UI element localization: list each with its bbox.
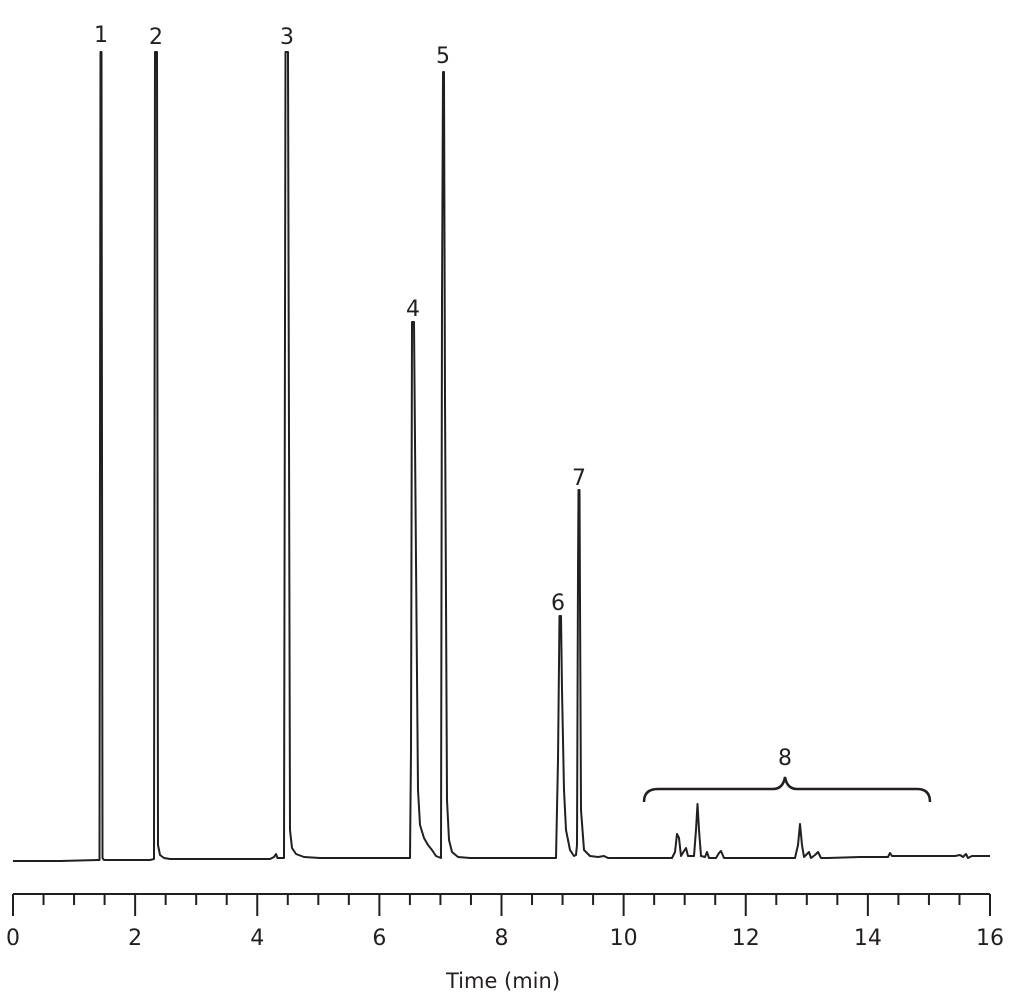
peak-label-3: 3 xyxy=(280,25,294,50)
x-axis-title: Time (min) xyxy=(445,969,560,993)
peak-label-7: 7 xyxy=(572,466,586,491)
x-tick-label: 14 xyxy=(854,926,882,951)
x-tick-label: 10 xyxy=(610,926,638,951)
peak-label-2: 2 xyxy=(149,25,163,50)
x-axis: 0 2 4 6 8 10 12 14 16 xyxy=(6,893,1004,951)
peak-label-4: 4 xyxy=(406,297,420,322)
x-tick-label: 16 xyxy=(976,926,1004,951)
peak-label-1: 1 xyxy=(94,23,108,48)
group-8-brace xyxy=(642,776,932,803)
peak-label-8: 8 xyxy=(778,746,792,771)
x-tick-label: 2 xyxy=(128,926,142,951)
x-tick-label: 0 xyxy=(6,926,20,951)
chromatogram-trace xyxy=(13,51,990,862)
x-tick-label: 8 xyxy=(495,926,509,951)
peak-label-6: 6 xyxy=(551,591,565,616)
x-tick-label: 6 xyxy=(372,926,386,951)
peak-label-5: 5 xyxy=(436,44,450,69)
x-tick-label: 4 xyxy=(250,926,264,951)
x-tick-label: 12 xyxy=(732,926,760,951)
